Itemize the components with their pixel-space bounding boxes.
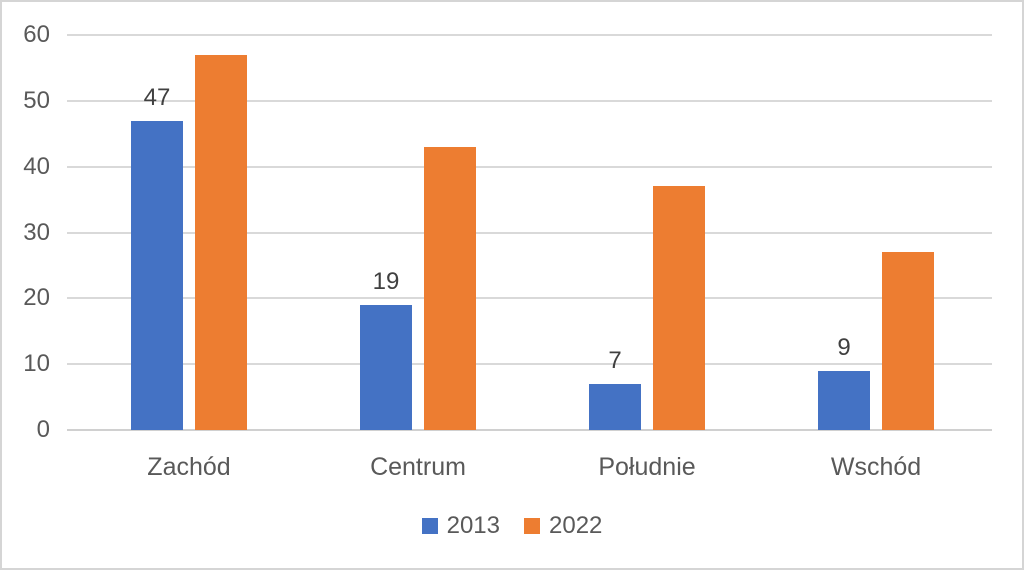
y-tick-label-40: 40 bbox=[23, 152, 50, 180]
gridline-40 bbox=[67, 165, 992, 168]
data-label-2013-zach-d: 47 bbox=[143, 83, 171, 111]
category-label-po-udnie: Południe bbox=[598, 453, 696, 481]
gridline-60 bbox=[67, 34, 992, 36]
y-tick-label-0: 0 bbox=[36, 416, 50, 443]
y-tick-label-10: 10 bbox=[23, 350, 50, 378]
legend-swatch-2022 bbox=[524, 518, 540, 534]
bar-2013-zach-d bbox=[131, 120, 183, 430]
legend-item-2013: 2013 bbox=[421, 511, 500, 541]
gridline-20 bbox=[67, 297, 992, 300]
gridline-10 bbox=[67, 363, 992, 366]
gridline-50 bbox=[67, 99, 992, 102]
category-label-wsch-d: Wschód bbox=[830, 453, 922, 481]
data-label-2013-po-udnie: 7 bbox=[608, 346, 622, 374]
legend-label-2022: 2022 bbox=[549, 512, 603, 539]
bar-2013-po-udnie bbox=[589, 383, 641, 430]
y-tick-label-60: 60 bbox=[23, 21, 50, 48]
bar-2022-centrum bbox=[424, 146, 476, 430]
bar-2013-wsch-d bbox=[818, 370, 870, 430]
data-label-2013-wsch-d: 9 bbox=[837, 333, 851, 361]
y-tick-label-30: 30 bbox=[23, 218, 50, 246]
gridline-30 bbox=[67, 231, 992, 234]
category-label-centrum: Centrum bbox=[370, 453, 466, 481]
category-label-zach-d: Zachód bbox=[147, 453, 231, 481]
x-axis-line bbox=[67, 429, 992, 431]
bar-2022-wsch-d bbox=[882, 252, 934, 430]
bar-2013-centrum bbox=[360, 304, 412, 430]
legend-label-2013: 2013 bbox=[446, 512, 500, 539]
bar-2022-zach-d bbox=[195, 54, 247, 430]
bar-2022-po-udnie bbox=[653, 186, 705, 430]
data-label-2013-centrum: 19 bbox=[372, 267, 400, 295]
legend-swatch-2013 bbox=[421, 518, 438, 534]
legend-item-2022: 2022 bbox=[524, 511, 602, 541]
y-tick-label-50: 50 bbox=[23, 86, 50, 114]
y-tick-label-20: 20 bbox=[23, 284, 50, 312]
legend: 2013 2022 bbox=[2, 511, 1022, 541]
